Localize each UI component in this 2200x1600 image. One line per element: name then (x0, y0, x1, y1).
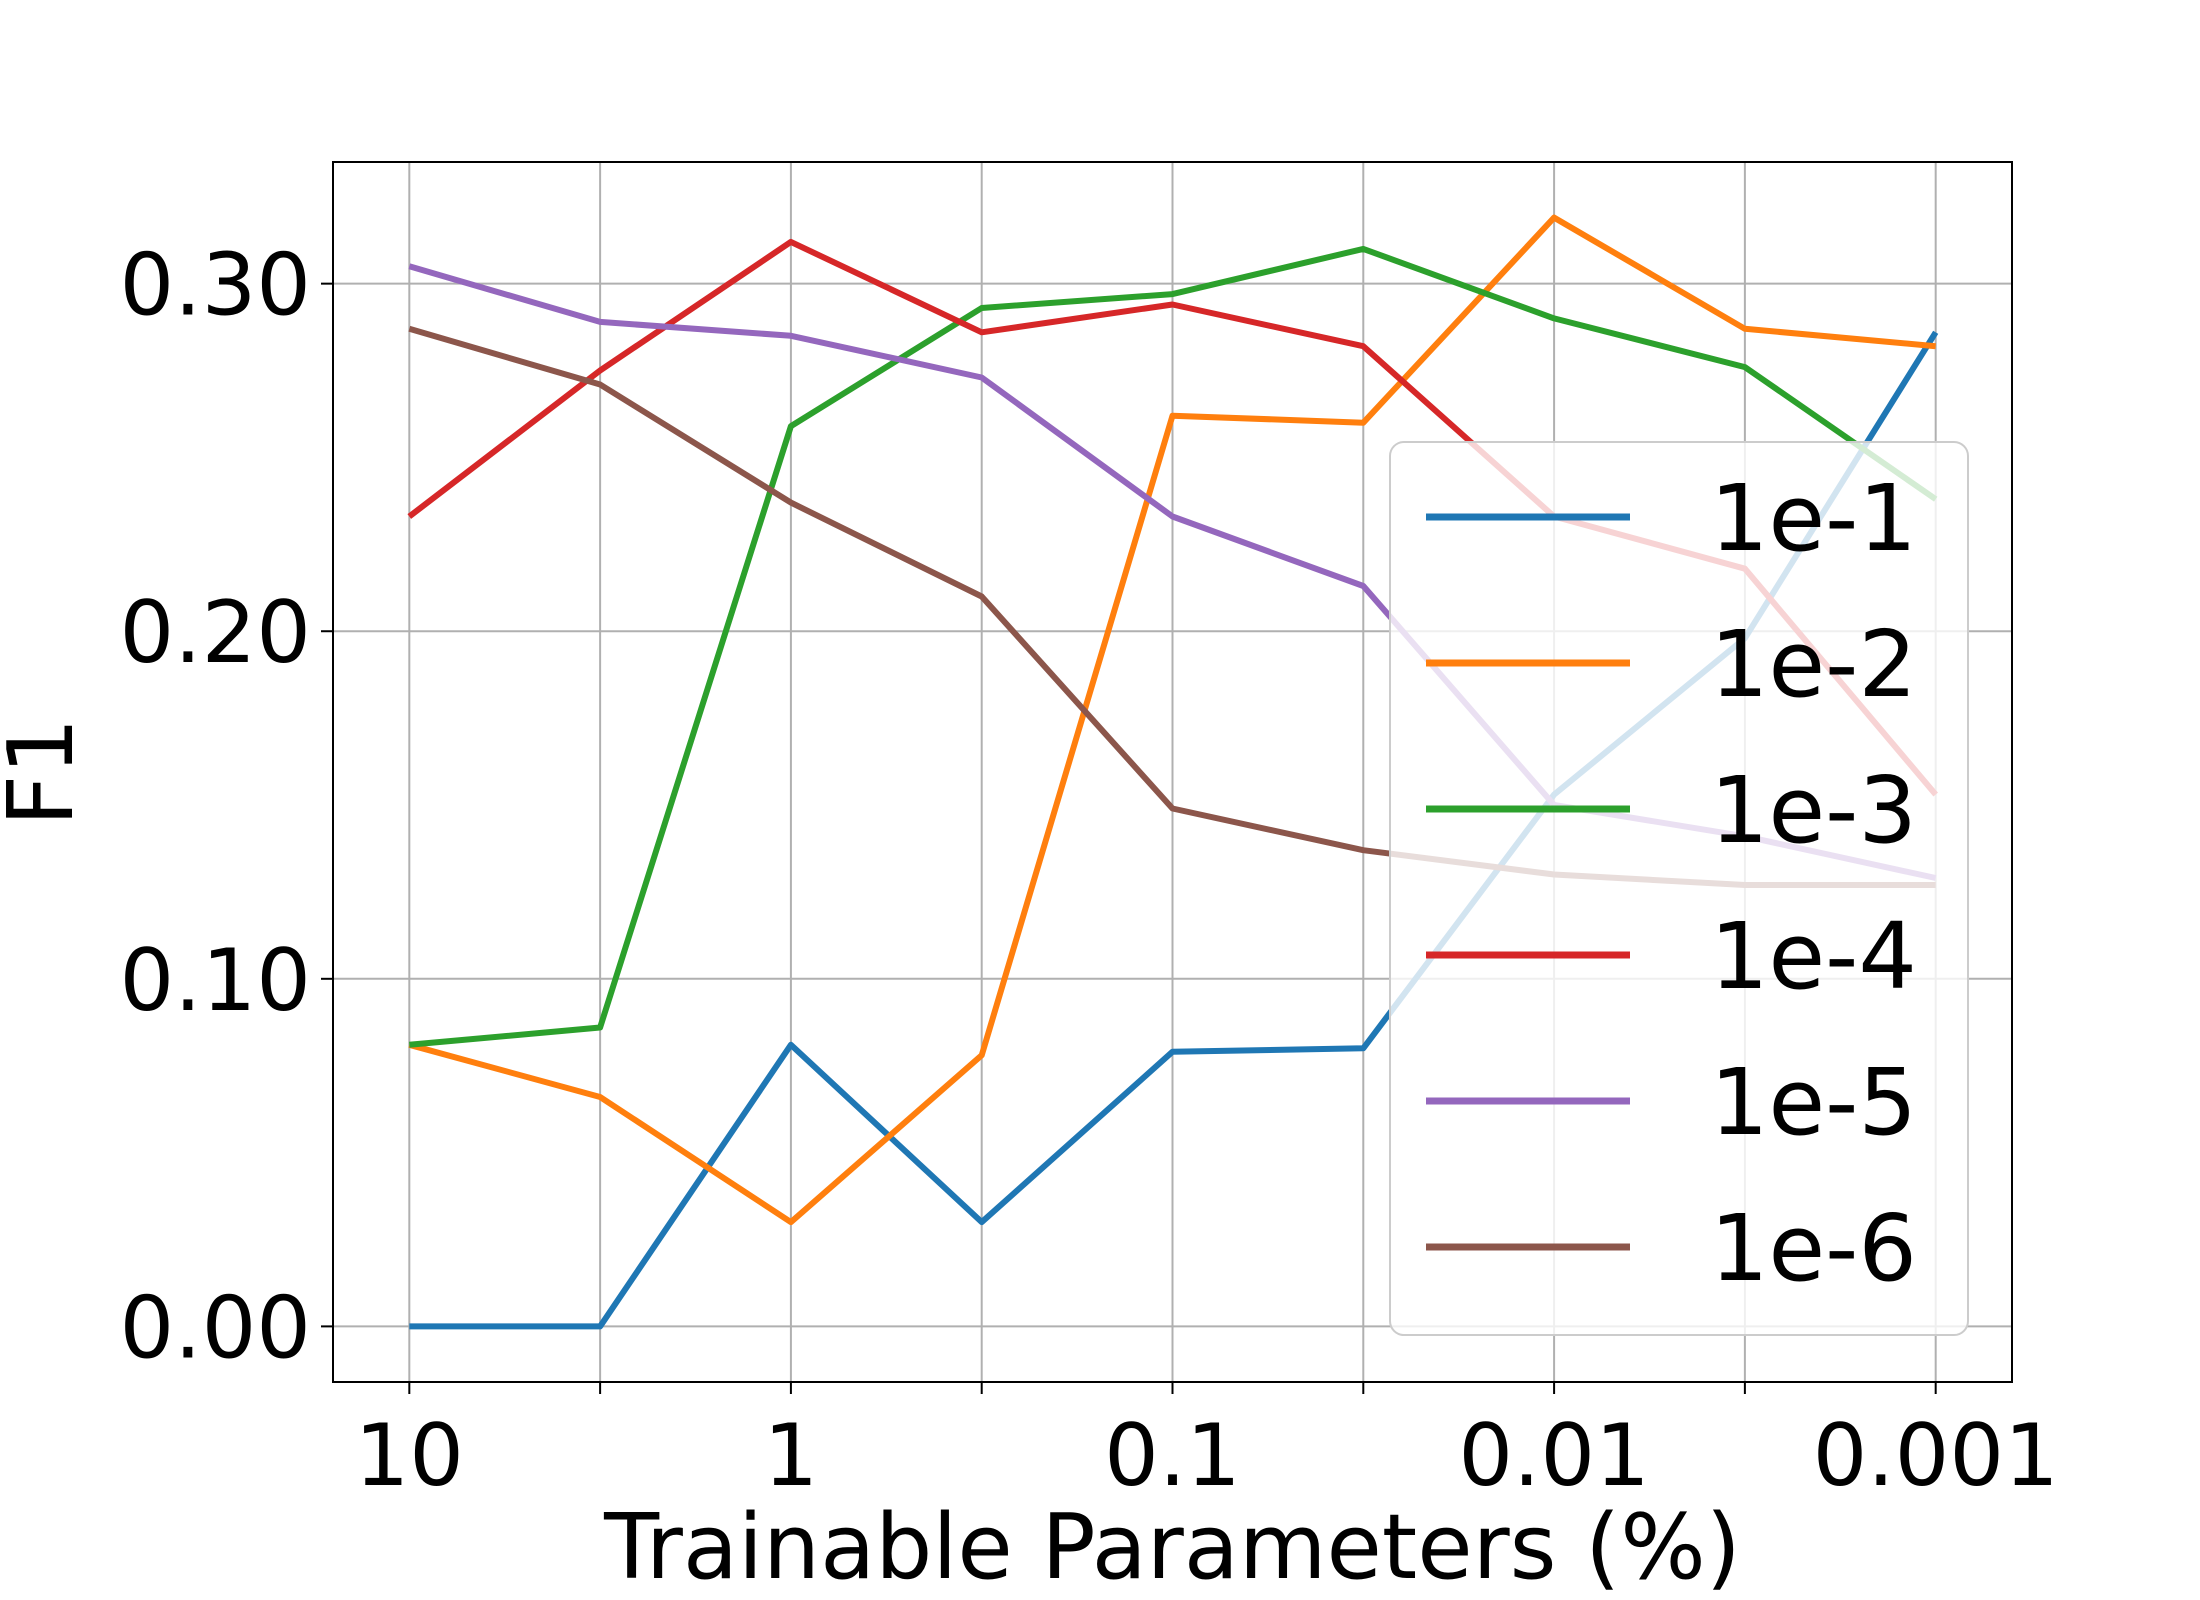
y-tick-label: 0.10 (120, 931, 311, 1031)
x-axis-label: Trainable Parameters (%) (603, 1495, 1741, 1600)
axis-ticks: 10 1 0.1 0.01 0.001 0.00 0.10 0.20 0.30 (120, 236, 2059, 1506)
legend-label-1e-3: 1e-3 (1710, 757, 1917, 864)
legend: 1e-1 1e-2 1e-3 1e-4 1e-5 1e-6 (1389, 441, 1969, 1336)
legend-label-1e-2: 1e-2 (1710, 611, 1917, 718)
legend-label-1e-5: 1e-5 (1710, 1049, 1917, 1156)
y-tick-label: 0.20 (120, 583, 311, 683)
y-axis-label: F1 (0, 717, 94, 826)
x-tick-label: 10 (355, 1406, 464, 1506)
y-tick-label: 0.00 (120, 1278, 311, 1378)
x-tick-label: 0.01 (1458, 1406, 1649, 1506)
y-tick-label: 0.30 (120, 236, 311, 336)
x-tick-label: 1 (764, 1406, 819, 1506)
x-tick-label: 0.001 (1813, 1406, 2059, 1506)
legend-label-1e-1: 1e-1 (1710, 465, 1917, 572)
legend-label-1e-4: 1e-4 (1710, 903, 1917, 1010)
legend-label-1e-6: 1e-6 (1710, 1195, 1917, 1302)
series-line-1e-2 (408, 214, 1936, 1226)
series-line-1e-3 (409, 245, 1938, 1048)
x-tick-label: 0.1 (1104, 1406, 1241, 1506)
